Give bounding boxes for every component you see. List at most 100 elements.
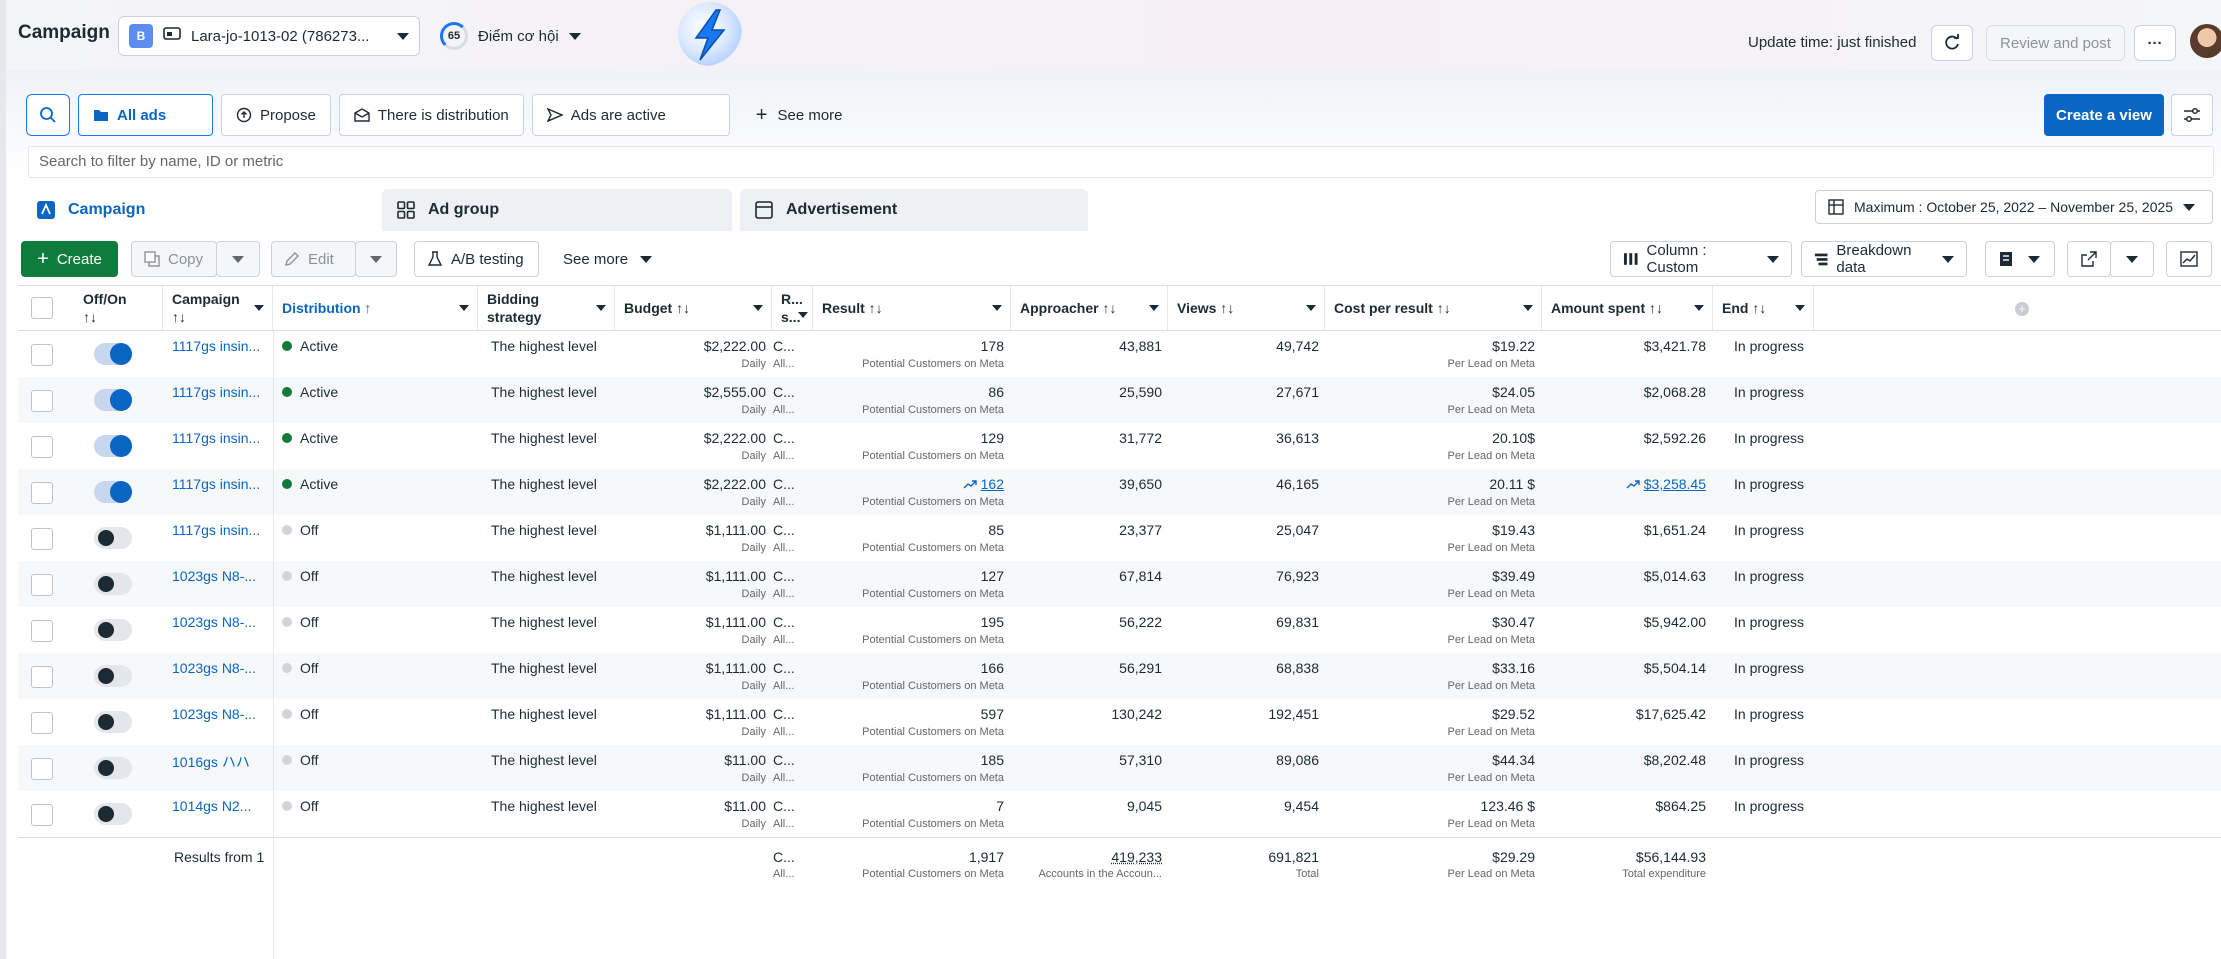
row-checkbox[interactable] xyxy=(31,436,53,458)
table-row[interactable]: 1117gs insin... Active The highest level $2… xyxy=(18,423,2221,469)
campaign-name-link[interactable]: 1023gs N8-... xyxy=(172,706,256,722)
row-checkbox[interactable] xyxy=(31,574,53,596)
row-toggle[interactable] xyxy=(94,389,132,411)
tab-campaign[interactable]: Campaign xyxy=(22,189,374,231)
filter-row: All ads Propose There is distribution Ad… xyxy=(26,93,861,137)
campaign-name-link[interactable]: 1016gs ハハ xyxy=(172,752,250,772)
refresh-button[interactable] xyxy=(1931,25,1973,61)
row-toggle[interactable] xyxy=(94,803,132,825)
chevron-down-icon xyxy=(1306,305,1316,311)
totals-views: 691,821 xyxy=(1169,849,1319,865)
totals-approacher[interactable]: 419,233 xyxy=(1012,849,1162,865)
result-value[interactable]: 162 xyxy=(814,476,1004,492)
row-checkbox[interactable] xyxy=(31,344,53,366)
date-range-picker[interactable]: Maximum : October 25, 2022 – November 25… xyxy=(1815,190,2213,224)
ab-testing-button[interactable]: A/B testing xyxy=(414,241,539,277)
col-offon[interactable]: Off/On ↑↓ xyxy=(75,286,163,330)
col-bidding-strategy[interactable]: Bidding strategy xyxy=(479,286,615,330)
table-row[interactable]: 1117gs insin... Active The highest level $2… xyxy=(18,469,2221,515)
filter-propose[interactable]: Propose xyxy=(221,94,331,136)
charts-button[interactable] xyxy=(2166,241,2212,277)
row-toggle[interactable] xyxy=(94,527,132,549)
row-toggle[interactable] xyxy=(94,343,132,365)
table-row[interactable]: 1117gs insin... Active The highest level $2… xyxy=(18,377,2221,423)
table-row[interactable]: 1117gs insin... Active The highest level $2… xyxy=(18,331,2221,377)
reports-button[interactable] xyxy=(1985,241,2055,277)
account-selector[interactable]: B Lara-jo-1013-02 (786273... xyxy=(118,16,420,56)
col-cost-per-result[interactable]: Cost per result ↑↓ xyxy=(1326,286,1542,330)
row-checkbox[interactable] xyxy=(31,758,53,780)
row-checkbox[interactable] xyxy=(31,804,53,826)
edit-dropdown-button[interactable] xyxy=(355,241,397,277)
distribution-status: Active xyxy=(282,430,338,446)
add-column-icon[interactable]: + xyxy=(2015,302,2029,316)
row-toggle[interactable] xyxy=(94,711,132,733)
col-result[interactable]: Result ↑↓ xyxy=(814,286,1011,330)
row-toggle[interactable] xyxy=(94,573,132,595)
table-row[interactable]: 1023gs N8-... Off The highest level $1,111.… xyxy=(18,653,2221,699)
columns-button[interactable]: Column : Custom xyxy=(1610,241,1792,277)
export-button[interactable] xyxy=(2067,241,2111,277)
propose-icon xyxy=(236,107,252,123)
col-amount-spent[interactable]: Amount spent ↑↓ xyxy=(1543,286,1713,330)
filter-see-more[interactable]: + See more xyxy=(738,104,861,127)
col-campaign[interactable]: Campaign ↑↓ xyxy=(164,286,273,330)
row-checkbox[interactable] xyxy=(31,482,53,504)
col-end[interactable]: End ↑↓ xyxy=(1714,286,1814,330)
campaign-name-link[interactable]: 1117gs insin... xyxy=(172,476,260,492)
campaign-name-link[interactable]: 1117gs insin... xyxy=(172,430,260,446)
col-budget[interactable]: Budget ↑↓ xyxy=(616,286,772,330)
table-row[interactable]: 1117gs insin... Off The highest level $1,11… xyxy=(18,515,2221,561)
row-toggle[interactable] xyxy=(94,619,132,641)
export-dropdown-button[interactable] xyxy=(2110,241,2154,277)
row-checkbox[interactable] xyxy=(31,620,53,642)
search-button[interactable] xyxy=(26,94,70,136)
col-approacher[interactable]: Approacher ↑↓ xyxy=(1012,286,1168,330)
breakdown-button[interactable]: Breakdown data xyxy=(1801,241,1967,277)
toolbar-see-more[interactable]: See more xyxy=(551,241,664,277)
row-toggle[interactable] xyxy=(94,435,132,457)
filter-ads-are-active[interactable]: Ads are active xyxy=(532,94,730,136)
table-row[interactable]: 1016gs ハハ Off The highest level $11.00 Daily… xyxy=(18,745,2221,791)
tab-advertisement[interactable]: Advertisement xyxy=(740,189,1088,231)
col-r[interactable]: R... s... xyxy=(773,286,813,330)
table-row[interactable]: 1014gs N2... Off The highest level $11.00 Da… xyxy=(18,791,2221,837)
avatar[interactable] xyxy=(2190,24,2221,58)
col-views[interactable]: Views ↑↓ xyxy=(1169,286,1325,330)
campaign-name-link[interactable]: 1117gs insin... xyxy=(172,338,260,354)
copy-dropdown-button[interactable] xyxy=(216,241,260,277)
row-toggle[interactable] xyxy=(94,757,132,779)
campaign-name-link[interactable]: 1023gs N8-... xyxy=(172,614,256,630)
row-checkbox[interactable] xyxy=(31,712,53,734)
campaign-name-link[interactable]: 1023gs N8-... xyxy=(172,568,256,584)
amount-spent-value[interactable]: $3,258.45 xyxy=(1543,476,1706,492)
row-toggle[interactable] xyxy=(94,481,132,503)
edit-button[interactable]: Edit xyxy=(271,241,356,277)
more-options-button[interactable]: ··· xyxy=(2134,25,2176,61)
campaign-name-link[interactable]: 1023gs N8-... xyxy=(172,660,256,676)
table-row[interactable]: 1023gs N8-... Off The highest level $1,111.… xyxy=(18,699,2221,745)
filter-there-is-distribution[interactable]: There is distribution xyxy=(339,94,524,136)
tab-ad-group[interactable]: Ad group xyxy=(382,189,732,231)
filter-all-ads[interactable]: All ads xyxy=(78,94,213,136)
campaign-name-link[interactable]: 1014gs N2... xyxy=(172,798,251,814)
search-input[interactable]: Search to filter by name, ID or metric xyxy=(28,146,2214,178)
col-distribution[interactable]: Distribution ↑ xyxy=(274,286,478,330)
campaign-name-link[interactable]: 1117gs insin... xyxy=(172,384,260,400)
table-row[interactable]: 1023gs N8-... Off The highest level $1,111.… xyxy=(18,561,2221,607)
select-all-checkbox[interactable] xyxy=(31,297,53,319)
opportunity-score[interactable]: 65 Điểm cơ hội xyxy=(440,22,581,50)
campaign-name-link[interactable]: 1117gs insin... xyxy=(172,522,260,538)
row-checkbox[interactable] xyxy=(31,666,53,688)
review-and-post-button[interactable]: Review and post xyxy=(1986,25,2125,61)
copy-button[interactable]: Copy xyxy=(131,241,217,277)
create-button[interactable]: + Create xyxy=(21,241,118,277)
totals-result: 1,917 xyxy=(814,849,1004,865)
view-settings-button[interactable] xyxy=(2171,94,2213,136)
row-toggle[interactable] xyxy=(94,665,132,687)
create-view-button[interactable]: Create a view xyxy=(2044,94,2164,136)
row-checkbox[interactable] xyxy=(31,390,53,412)
cost-per-result-sub: Per Lead on Meta xyxy=(1326,634,1535,646)
row-checkbox[interactable] xyxy=(31,528,53,550)
table-row[interactable]: 1023gs N8-... Off The highest level $1,111.… xyxy=(18,607,2221,653)
